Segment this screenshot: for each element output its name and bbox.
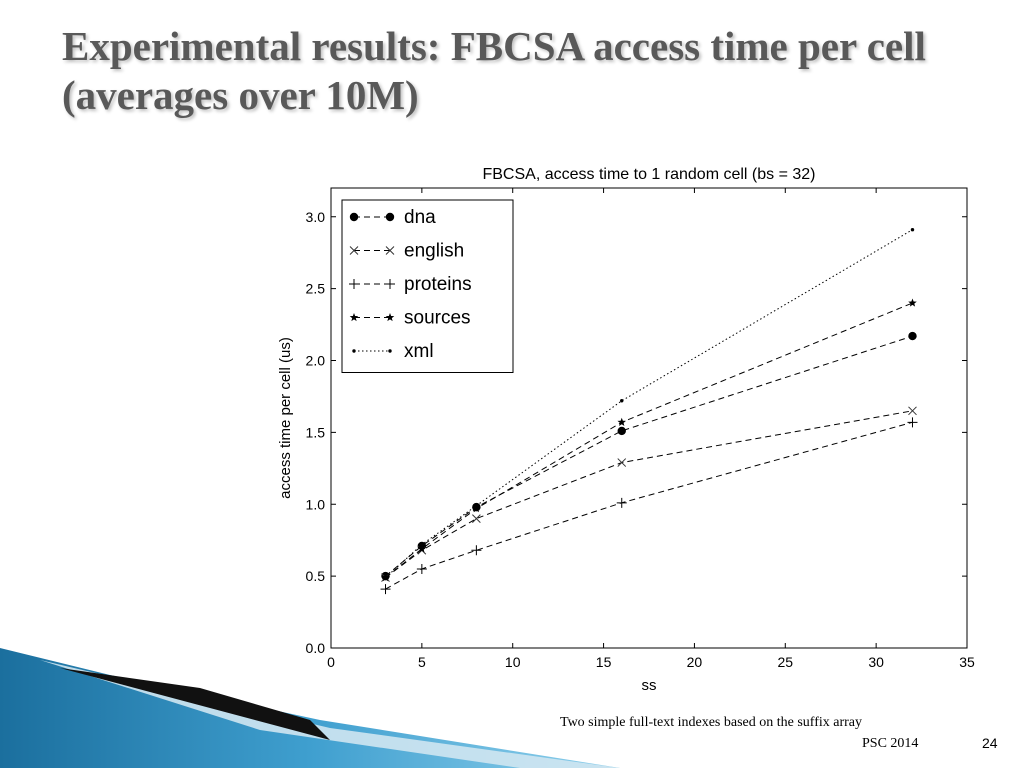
data-point-sources (417, 544, 427, 553)
legend-marker-sources-shape (349, 313, 359, 322)
data-point-proteins (380, 584, 391, 595)
page-number: 24 (982, 735, 998, 751)
data-point-sources-shape (617, 417, 627, 426)
y-axis-label: access time per cell (us) (277, 337, 294, 499)
data-point-xml (474, 503, 479, 508)
legend-marker-proteins-shape (385, 279, 395, 289)
data-point-dna-shape (617, 426, 626, 436)
data-point-xml-shape (383, 575, 388, 580)
legend-marker-xml-shape (352, 349, 356, 353)
data-point-proteins-shape (907, 417, 918, 428)
data-point-xml-shape (910, 227, 915, 232)
legend-marker-xml (388, 349, 392, 353)
legend-label-sources: sources (404, 308, 471, 329)
data-point-sources (472, 504, 481, 513)
y-tick-label: 3.0 (306, 209, 326, 225)
y-tick-label: 2.5 (306, 281, 326, 297)
data-point-xml (383, 575, 388, 580)
y-tick-label: 2.0 (306, 353, 326, 369)
data-point-english-shape (908, 406, 917, 416)
data-point-sources-shape (417, 544, 427, 553)
data-point-xml-shape (420, 542, 424, 547)
data-point-proteins (416, 563, 427, 574)
x-tick-label: 30 (868, 654, 884, 670)
legend-label-dna: dna (404, 207, 436, 228)
data-point-xml (620, 399, 624, 403)
x-tick-label: 10 (505, 654, 521, 670)
x-tick-label: 15 (596, 654, 612, 670)
series-line-proteins (385, 421, 913, 590)
data-point-proteins-shape (616, 497, 627, 508)
legend-marker-english (349, 246, 359, 255)
legend-marker-xml-shape (388, 349, 392, 353)
footer-conference: PSC 2014 (862, 736, 919, 751)
data-point-sources (617, 417, 627, 426)
legend-marker-sources-shape (385, 313, 395, 322)
data-point-dna (617, 426, 626, 436)
data-point-proteins-shape (471, 545, 482, 556)
legend-label-xml: xml (404, 341, 434, 362)
legend-marker-sources (385, 313, 395, 322)
legend-label-english: english (404, 241, 464, 262)
legend-box (341, 199, 514, 373)
x-tick-label: 20 (687, 654, 703, 670)
legend-marker-proteins-shape (349, 279, 359, 289)
series-line-english (385, 410, 913, 579)
data-point-sources-shape (908, 298, 917, 307)
data-point-xml-shape (474, 503, 479, 508)
legend-marker-english-shape (349, 246, 359, 255)
legend-marker-english (385, 246, 395, 255)
x-tick-label: 0 (327, 654, 335, 670)
data-point-xml-shape (620, 399, 624, 403)
legend-marker-proteins (385, 279, 395, 289)
x-axis-label: ss (642, 677, 657, 694)
data-point-proteins-shape (380, 584, 391, 595)
data-point-proteins (907, 417, 918, 428)
y-tick-label: 1.5 (306, 424, 326, 440)
data-point-xml (420, 542, 424, 547)
x-tick-label: 5 (418, 654, 426, 670)
data-point-proteins-shape (416, 563, 427, 574)
data-point-english (908, 406, 917, 416)
chart: 0 5 10 15 20 25 30 35 0.0 0.5 1.0 1.5 2.0 2.5 3.0 FBCSA… (277, 166, 975, 694)
legend-label-proteins: proteins (404, 274, 472, 295)
legend-marker-dna-shape (349, 212, 359, 222)
y-tick-label: 1.0 (306, 496, 326, 512)
footer-caption: Two simple full-text indexes based on th… (560, 715, 863, 730)
data-point-xml (910, 227, 915, 232)
data-point-english (472, 514, 481, 523)
data-point-dna (908, 331, 917, 341)
data-point-english-shape (617, 458, 627, 467)
data-point-proteins (471, 545, 482, 556)
legend-marker-dna (385, 212, 395, 222)
slide-title: Experimental results: FBCSA access time … (62, 23, 926, 119)
y-tick-label: 0.5 (306, 568, 326, 584)
data-point-sources (908, 298, 917, 307)
data-point-dna-shape (908, 331, 917, 341)
legend-marker-english-shape (385, 246, 395, 255)
data-point-sources-shape (472, 504, 481, 513)
legend-marker-dna-shape (385, 212, 395, 222)
plot-frame (330, 187, 968, 649)
x-tick-label: 35 (959, 654, 975, 670)
x-tick-label: 25 (777, 654, 793, 670)
chart-title: FBCSA, access time to 1 random cell (bs … (482, 166, 815, 183)
data-point-english-shape (472, 514, 481, 523)
legend-marker-sources (349, 313, 359, 322)
decorative-swoosh (0, 648, 620, 768)
legend-marker-xml (352, 349, 356, 353)
y-tick-label: 0.0 (306, 640, 326, 656)
data-point-proteins (616, 497, 627, 508)
legend-marker-proteins (349, 279, 359, 289)
data-point-english (617, 458, 627, 467)
legend-marker-dna (349, 212, 359, 222)
